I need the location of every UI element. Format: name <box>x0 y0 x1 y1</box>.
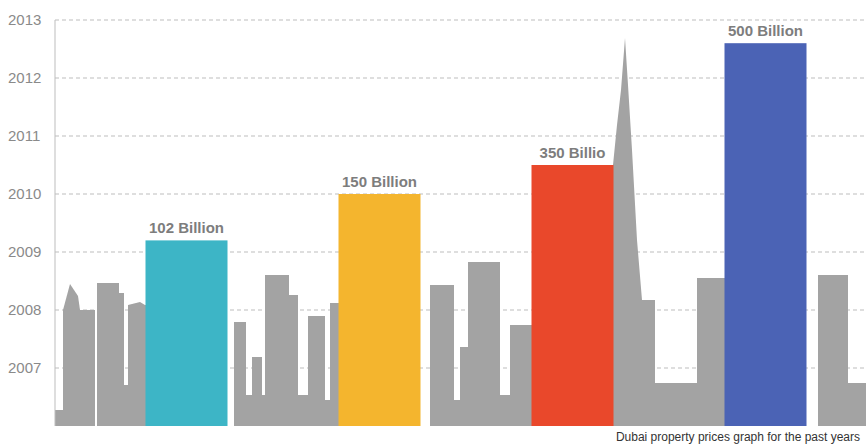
y-tick-label: 2007 <box>8 359 41 376</box>
annotations: 102 Billion 150 Billion 350 Billio 500 Bill… <box>149 22 803 236</box>
building <box>63 310 95 426</box>
y-tick-label: 2012 <box>8 69 41 86</box>
building <box>500 395 510 426</box>
building <box>234 322 246 426</box>
tower <box>612 38 642 426</box>
bar-annotation: 350 Billio <box>540 144 606 161</box>
y-axis-line <box>55 20 56 426</box>
building <box>655 383 697 426</box>
y-tick-label: 2011 <box>8 127 40 144</box>
building <box>265 275 289 426</box>
building <box>818 275 848 426</box>
building <box>848 383 866 426</box>
y-tick-label: 2010 <box>8 185 41 202</box>
title: Dubai property prices graph for the past… <box>616 430 860 444</box>
chart: 2007200820092010201120122013102 Billion1… <box>0 0 866 446</box>
bar-annotation: 500 Billion <box>728 22 803 39</box>
building <box>63 284 80 310</box>
grid-line <box>55 20 866 21</box>
building <box>640 300 655 426</box>
bar <box>146 240 228 426</box>
building <box>468 262 500 426</box>
y-tick-label: 2013 <box>8 11 41 28</box>
y-tick-labels: 2007 2008 2009 2010 2011 2012 2013 <box>8 11 41 376</box>
y-tick-label: 2009 <box>8 243 41 260</box>
building <box>289 295 298 426</box>
bar <box>532 165 614 426</box>
building <box>325 400 330 426</box>
bar <box>339 194 421 426</box>
skyline <box>55 38 866 426</box>
bar-annotation: 102 Billion <box>149 219 224 236</box>
bar-annotation: 150 Billion <box>342 173 417 190</box>
building <box>252 357 262 426</box>
y-tick-label: 2008 <box>8 301 41 318</box>
bar <box>725 43 807 426</box>
bars <box>146 43 807 426</box>
building <box>308 316 325 426</box>
building <box>246 395 252 426</box>
building <box>97 283 119 426</box>
building <box>430 285 454 426</box>
building <box>510 325 532 426</box>
building <box>298 395 308 426</box>
